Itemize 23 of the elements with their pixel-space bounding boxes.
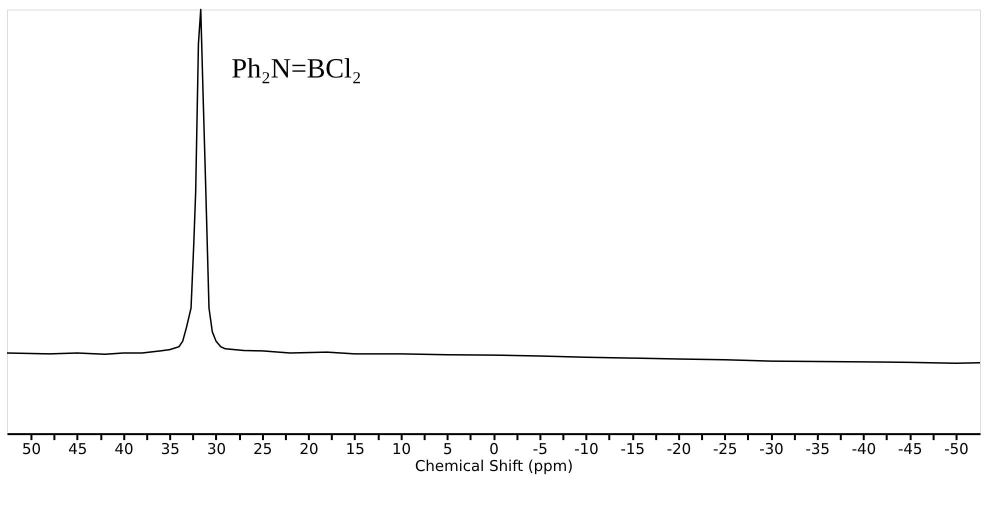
x-tick-label: -25 (713, 440, 738, 458)
x-tick-label: 25 (253, 440, 272, 458)
x-tick-label: 30 (207, 440, 226, 458)
x-axis-title: Chemical Shift (ppm) (414, 457, 574, 476)
x-tick-label: -5 (532, 440, 548, 458)
x-tick-label: -35 (806, 440, 830, 458)
x-tick-label: -10 (574, 440, 599, 458)
x-tick-label: -50 (944, 440, 969, 458)
x-tick-label: -45 (898, 440, 922, 458)
x-tick-label: 0 (489, 440, 499, 458)
x-tick-label: -15 (620, 440, 645, 458)
x-tick-label: -40 (852, 440, 876, 458)
x-tick-label: 40 (114, 440, 134, 458)
annotation: Ph₂N=BCl₂ (232, 53, 362, 84)
x-tick-label: 15 (346, 440, 365, 458)
x-tick-label: 5 (442, 440, 453, 458)
x-tick-label: -20 (666, 440, 692, 458)
x-tick-label: 45 (68, 440, 88, 458)
x-tick-label: -30 (759, 440, 784, 458)
x-tick-label: 50 (22, 440, 42, 458)
x-tick-label: 35 (160, 440, 180, 458)
x-tick-label: 20 (299, 440, 319, 458)
x-tick-label: 10 (392, 440, 412, 458)
